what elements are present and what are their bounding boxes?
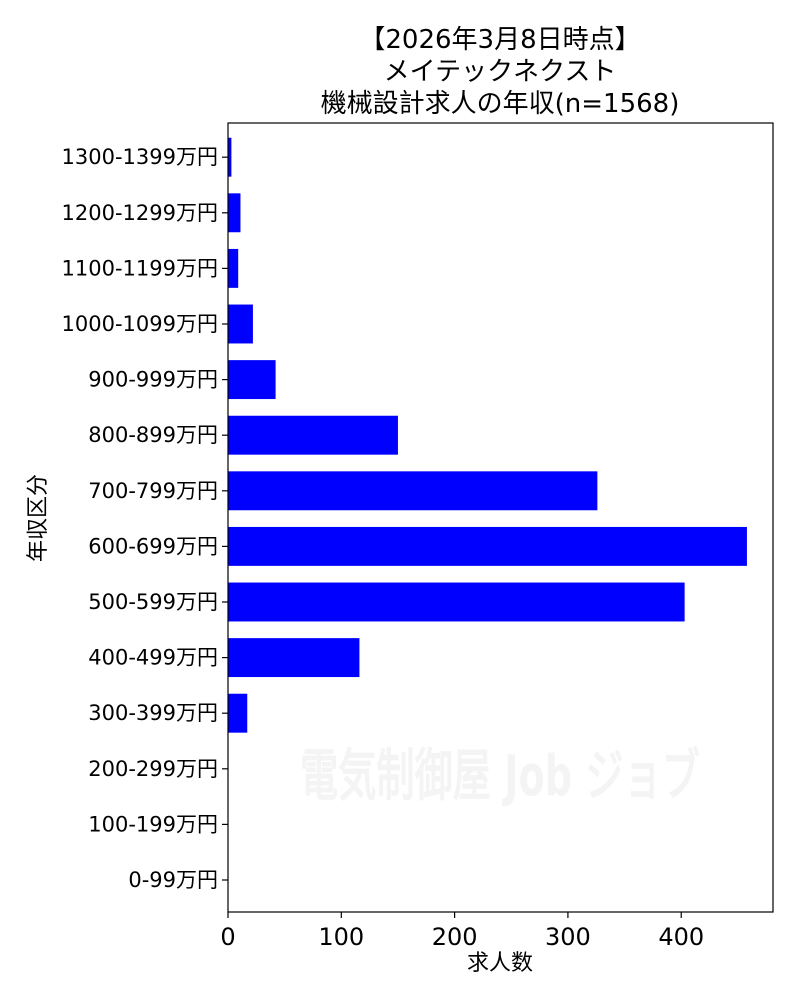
bar-1200-1299万円 [228,193,241,233]
y-tick-label: 0-99万円 [128,868,218,892]
y-tick-label: 200-299万円 [88,757,218,781]
y-tick-label: 700-799万円 [88,479,218,503]
y-tick-label: 800-899万円 [88,423,218,447]
bar-900-999万円 [228,360,276,400]
y-tick-label: 500-599万円 [88,590,218,614]
x-tick-label: 100 [318,923,364,951]
bar-400-499万円 [228,638,360,678]
y-tick-label: 1100-1199万円 [62,256,218,280]
x-tick-label: 0 [220,923,235,951]
chart-title-line-1: 【2026年3月8日時点】 [359,25,640,55]
y-tick-label: 600-699万円 [88,534,218,558]
chart-title-line-2: メイテックネクスト [384,57,617,87]
x-axis-label: 求人数 [467,951,533,976]
bar-700-799万円 [228,471,598,511]
y-tick-label: 1000-1099万円 [62,312,218,336]
bar-1300-1399万円 [228,137,232,177]
y-tick-label: 900-999万円 [88,368,218,392]
watermark-text: 電気制御屋 Job ジョブ [300,744,700,809]
chart-title-line-3: 機械設計求人の年収(n=1568) [321,89,680,119]
y-tick-label: 300-399万円 [88,701,218,725]
bar-1100-1199万円 [228,248,239,288]
y-tick-label: 1200-1299万円 [62,201,218,225]
bar-500-599万円 [228,582,685,622]
bar-800-899万円 [228,415,398,455]
y-tick-label: 400-499万円 [88,646,218,670]
x-tick-label: 300 [545,923,591,951]
y-tick-label: 100-199万円 [88,812,218,836]
x-tick-label: 400 [658,923,704,951]
plot-frame [227,122,774,913]
x-tick-label: 200 [432,923,478,951]
bar-1000-1099万円 [228,304,253,344]
y-axis-label: 年収区分 [26,474,51,562]
watermark: 電気制御屋 Job ジョブ [300,744,700,809]
y-tick-label: 1300-1399万円 [62,145,218,169]
bar-600-699万円 [228,526,747,566]
bar-300-399万円 [228,693,248,733]
